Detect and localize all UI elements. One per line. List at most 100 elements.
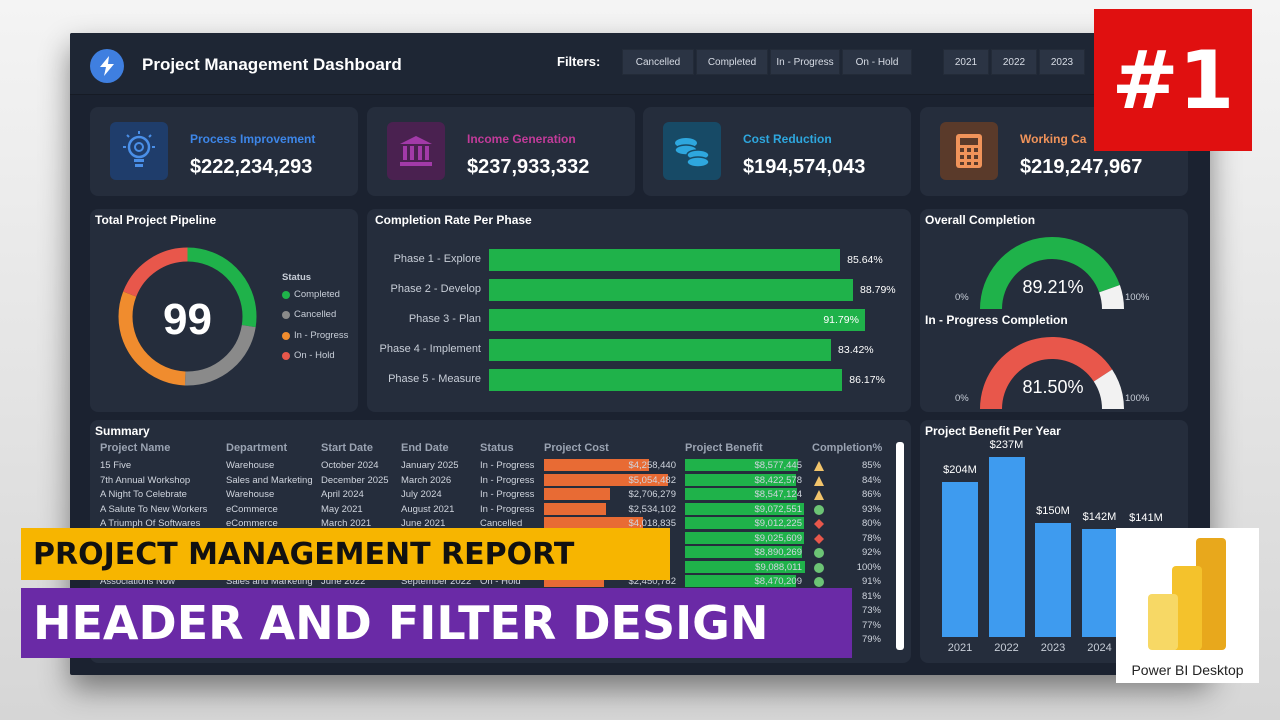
- cell-completion: 86%: [861, 489, 881, 500]
- benefit-bar: [685, 546, 802, 558]
- cell-completion: 77%: [861, 619, 881, 631]
- inprogress-gauge: [980, 337, 1124, 409]
- legend-title: Status: [282, 272, 312, 283]
- cell-end-date: January 2025: [401, 460, 459, 471]
- filter-on-hold-button[interactable]: On - Hold: [842, 49, 912, 75]
- benefit-bar: [685, 502, 805, 515]
- year-bar[interactable]: [1081, 529, 1118, 637]
- year-bar-label: $237M: [989, 438, 1024, 451]
- kpi-label: Process Improvement: [190, 132, 316, 146]
- cell-project-cost: $4,258,440: [628, 460, 676, 471]
- cell-end-date: July 2024: [401, 489, 442, 500]
- phase-value: 88.79%: [860, 284, 896, 296]
- year-axis-label: 2023: [1040, 642, 1066, 654]
- warning-triangle-icon: [813, 474, 825, 492]
- donut-slice-cancelled: [118, 247, 257, 386]
- phase-row: Phase 3 - Plan 91.79%: [367, 309, 911, 331]
- legend-item-on-hold[interactable]: On - Hold: [282, 350, 335, 361]
- warning-triangle-icon: [813, 459, 825, 477]
- phase-value: 83.42%: [838, 344, 874, 356]
- benefit-chart-title: Project Benefit Per Year: [925, 424, 1061, 438]
- filter-year-2023-button[interactable]: 2023: [1039, 49, 1085, 75]
- header-bar: Project Management Dashboard Filters: Ca…: [70, 33, 1210, 95]
- phase-bar[interactable]: [489, 339, 832, 361]
- cell-start-date: October 2024: [321, 460, 379, 471]
- filter-cancelled-button[interactable]: Cancelled: [622, 49, 694, 75]
- phase-label: Phase 1 - Explore: [393, 253, 481, 265]
- cell-department: Sales and Marketing: [226, 576, 313, 587]
- filters-label: Filters:: [557, 54, 601, 69]
- banner-title-top: PROJECT MANAGEMENT REPORT: [21, 528, 670, 580]
- year-bar[interactable]: [942, 481, 978, 637]
- cell-end-date: August 2021: [401, 503, 455, 515]
- cell-completion: 100%: [856, 561, 881, 573]
- cell-end-date: March 2026: [401, 474, 452, 486]
- phase-label: Phase 2 - Develop: [390, 283, 482, 295]
- year-bar[interactable]: [988, 456, 1025, 637]
- cell-project-name: 15 Five: [100, 460, 132, 471]
- cell-department: Sales and Marketing: [226, 474, 313, 486]
- col-completion[interactable]: Completion%: [812, 442, 883, 454]
- warning-triangle-icon: [813, 488, 825, 506]
- phase-label: Phase 4 - Implement: [379, 343, 482, 355]
- col-start-date[interactable]: Start Date: [321, 442, 373, 454]
- phase-bar[interactable]: [489, 279, 854, 301]
- overall-gauge: [980, 237, 1124, 309]
- pipeline-donut: [118, 247, 257, 386]
- cell-start-date: June 2022: [321, 576, 366, 587]
- donut-slice-in-progress: [118, 247, 257, 386]
- bank-icon: [387, 122, 445, 180]
- legend-item-completed[interactable]: Completed: [282, 289, 340, 300]
- inprogress-min: 0%: [955, 393, 969, 404]
- cell-project-name: A Night To Celebrate: [100, 489, 187, 500]
- pipeline-card: Total Project Pipeline 99 Status Complet…: [90, 209, 358, 412]
- completion-rate-card: Completion Rate Per Phase Phase 1 - Expl…: [367, 209, 911, 412]
- cell-project-benefit: $9,012,225: [754, 518, 802, 529]
- kpi-value: $194,574,043: [743, 156, 866, 178]
- year-axis-label: 2022: [994, 642, 1019, 654]
- inprogress-max: 100%: [1125, 393, 1150, 404]
- cell-project-name: A Salute To New Workers: [100, 503, 208, 515]
- phase-bar[interactable]: [489, 249, 841, 271]
- kpi-value: $219,247,967: [1020, 156, 1143, 178]
- cell-project-benefit: $9,072,551: [754, 503, 802, 515]
- ok-circle-icon: [813, 503, 825, 521]
- cell-status: In - Progress: [480, 474, 535, 486]
- col-project-cost[interactable]: Project Cost: [544, 442, 609, 454]
- filter-year-2021-button[interactable]: 2021: [943, 49, 989, 75]
- phase-value: 91.79%: [823, 314, 859, 326]
- cell-department: eCommerce: [226, 518, 278, 529]
- cell-completion: 79%: [861, 634, 881, 645]
- alert-diamond-icon: [813, 532, 825, 550]
- cell-department: Warehouse: [226, 489, 275, 500]
- gauge-fill: [980, 237, 1120, 309]
- overall-min: 0%: [955, 292, 969, 303]
- cell-project-cost: $4,018,835: [628, 518, 676, 529]
- filter-year-2022-button[interactable]: 2022: [991, 49, 1037, 75]
- cell-project-cost: $5,054,482: [628, 474, 676, 486]
- legend-item-in-progress[interactable]: In - Progress: [282, 330, 348, 341]
- year-bar[interactable]: [1035, 523, 1071, 637]
- col-project-name[interactable]: Project Name: [100, 442, 171, 454]
- summary-scrollbar[interactable]: [896, 442, 904, 650]
- filter-completed-button[interactable]: Completed: [696, 49, 768, 75]
- col-status[interactable]: Status: [480, 442, 514, 454]
- phase-bar[interactable]: [489, 369, 843, 391]
- col-end-date[interactable]: End Date: [401, 442, 449, 454]
- filter-in-progress-button[interactable]: In - Progress: [770, 49, 840, 75]
- completion-rate-title: Completion Rate Per Phase: [375, 213, 532, 227]
- cell-completion: 85%: [861, 460, 881, 471]
- cell-status: On - Hold: [480, 576, 521, 587]
- phase-bar[interactable]: [489, 309, 866, 331]
- legend-item-cancelled[interactable]: Cancelled: [282, 309, 336, 320]
- power-bi-icon: [1148, 538, 1226, 650]
- col-project-benefit[interactable]: Project Benefit: [685, 442, 763, 454]
- year-axis-label: 2021: [947, 642, 973, 654]
- year-bar-label: $142M: [1082, 511, 1117, 524]
- col-department[interactable]: Department: [226, 442, 288, 454]
- cell-status: In - Progress: [480, 489, 535, 500]
- cell-project-benefit: $8,577,445: [754, 460, 802, 471]
- phase-value: 86.17%: [849, 374, 885, 386]
- kpi-value: $222,234,293: [190, 156, 313, 178]
- gauge-remaining: [1099, 285, 1124, 309]
